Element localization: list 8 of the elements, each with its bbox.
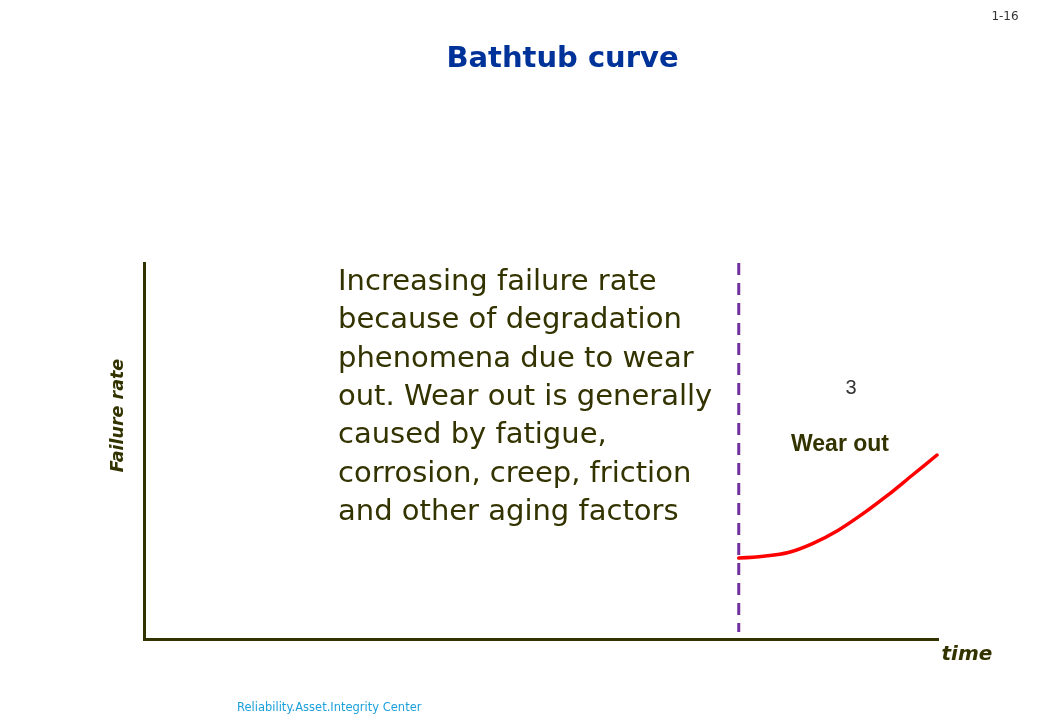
annotation: Increasing failure rate because of degradation phenomena due to wear out. Wear out is generally caused by fatigue, corrosion, creep, friction and other aging factors [338, 263, 713, 527]
chart-title: Bathtub curve [446, 40, 679, 74]
annotation: Wear out [791, 430, 890, 456]
text: Reliability.Asset.Integrity Center [237, 700, 422, 714]
text: 1-16 [991, 9, 1019, 23]
x-axis-title: time [941, 640, 993, 665]
text: 3 [845, 376, 857, 398]
y-axis-title: Failure rate [106, 358, 127, 473]
